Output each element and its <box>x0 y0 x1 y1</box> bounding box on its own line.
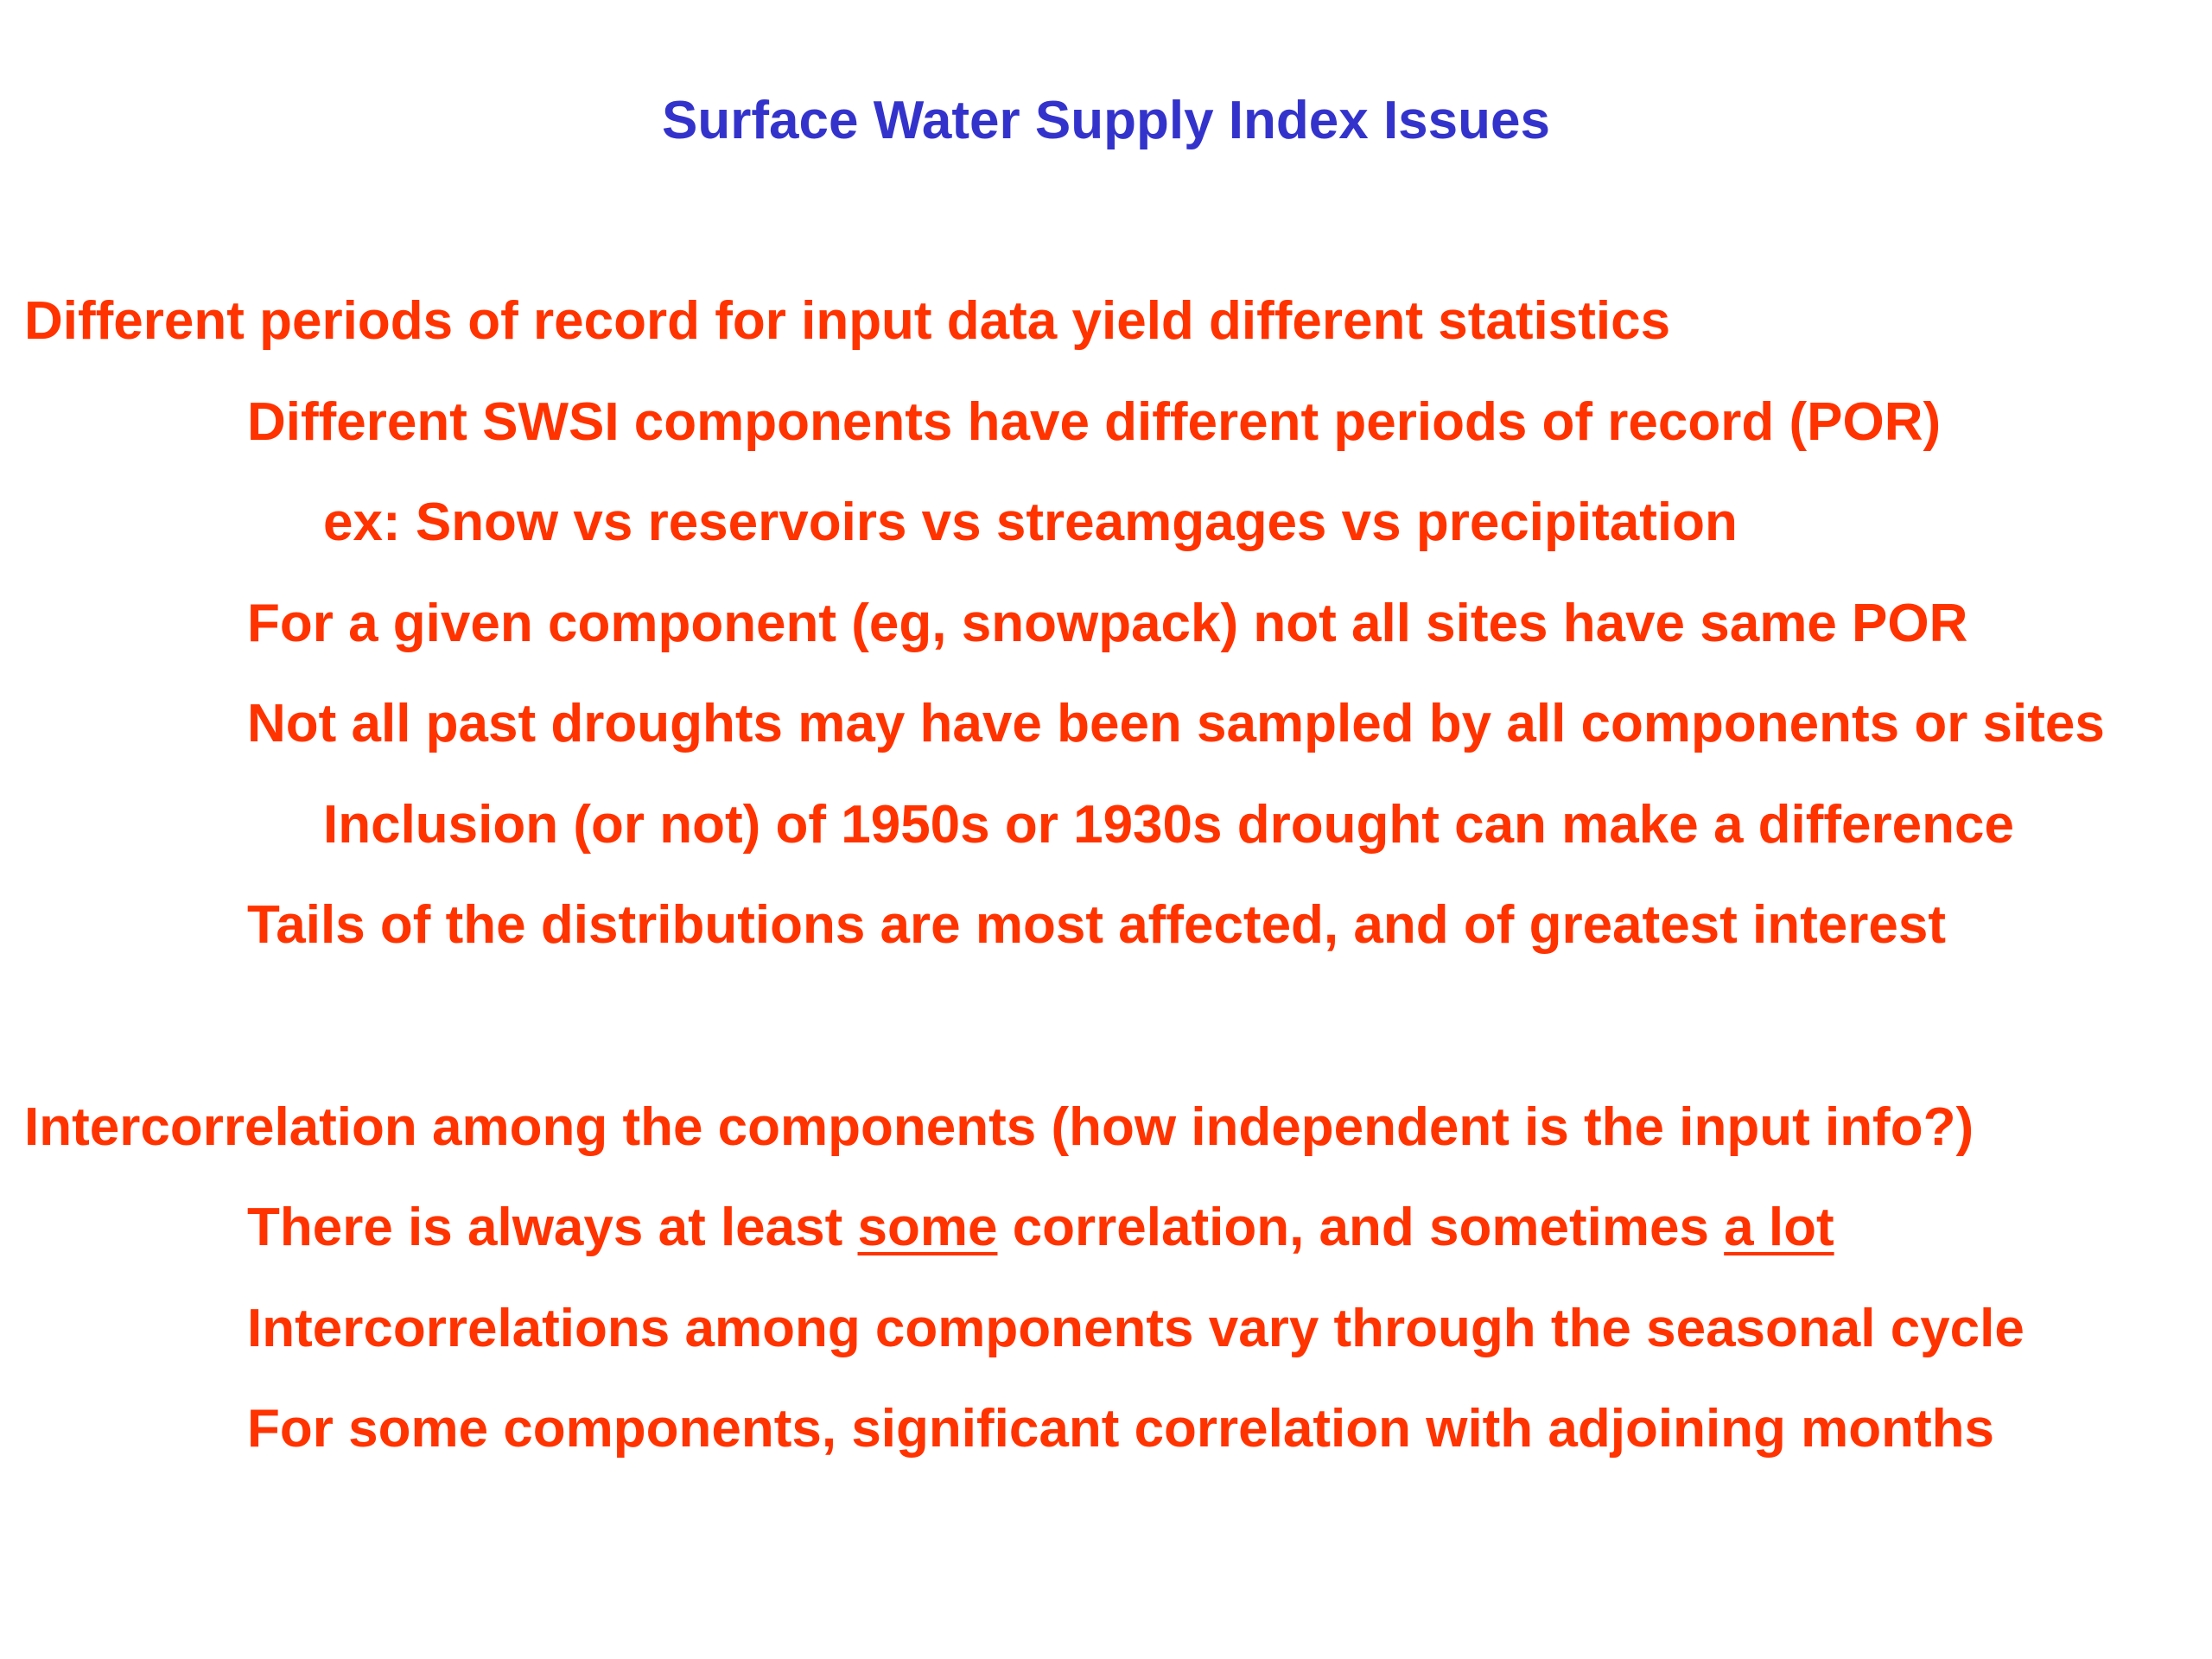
section2-item: Intercorrelations among components vary … <box>247 1299 2024 1358</box>
section2-heading: Intercorrelation among the components (h… <box>24 1097 1974 1157</box>
line-text: There is always at least <box>247 1198 858 1257</box>
section1-item: Not all past droughts may have been samp… <box>247 694 2105 753</box>
emphasis-some: some <box>857 1198 998 1257</box>
section1-subitem: Inclusion (or not) of 1950s or 1930s dro… <box>323 795 2014 855</box>
slide-title: Surface Water Supply Index Issues <box>662 91 1550 150</box>
section1-subitem: ex: Snow vs reservoirs vs streamgages vs… <box>323 493 1738 552</box>
section2-item-correlation: There is always at least some correlatio… <box>247 1195 1834 1261</box>
section1-item: For a given component (eg, snowpack) not… <box>247 594 1968 653</box>
section1-item: Different SWSI components have different… <box>247 392 1942 452</box>
emphasis-a-lot: a lot <box>1724 1198 1834 1257</box>
line-text: correlation, and sometimes <box>997 1198 1725 1257</box>
section1-item: Tails of the distributions are most affe… <box>247 895 1946 955</box>
section2-item: For some components, significant correla… <box>247 1399 1995 1459</box>
section1-heading: Different periods of record for input da… <box>24 291 1671 351</box>
